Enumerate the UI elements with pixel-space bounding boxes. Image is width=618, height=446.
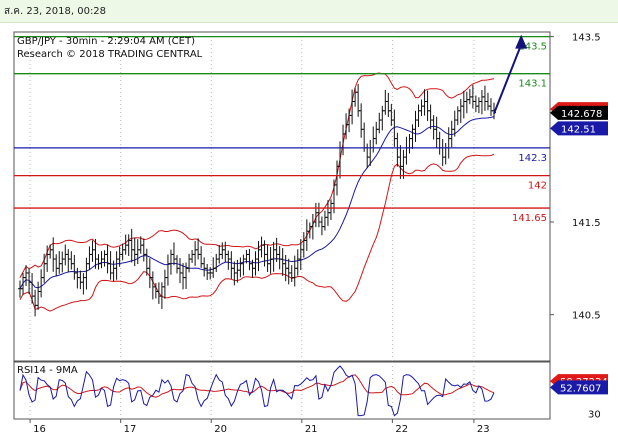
forecast-arrow-head xyxy=(515,34,528,49)
support-resistance-levels: 143.5 143.1 142.3 142 141.65 xyxy=(14,35,550,224)
price-badge-label: 142.51 xyxy=(561,124,596,135)
bollinger-upper xyxy=(19,72,495,278)
timestamp-label: ส.ค. 23, 2018, 00:28 xyxy=(4,6,107,17)
x-tick-label: 17 xyxy=(124,424,137,435)
rsi-ma-line xyxy=(19,374,495,398)
candles xyxy=(18,84,496,317)
y-tick-label: 143.5 xyxy=(572,33,601,44)
chart-title: GBP/JPY - 30min - 2:29:04 AM (CET) xyxy=(17,36,195,47)
price-panel-frame xyxy=(13,31,551,362)
price-badge-shape xyxy=(550,105,608,120)
axes: 161720212223143.5141.5140.5142.718142.67… xyxy=(29,33,608,435)
level-label: 143.5 xyxy=(518,42,547,53)
rsi-tick-label: 30 xyxy=(588,409,601,420)
top-info-bar: ส.ค. 23, 2018, 00:28 xyxy=(0,0,618,23)
x-tick-label: 21 xyxy=(305,424,318,435)
y-tick-label: 141.5 xyxy=(572,218,601,229)
chart-subtitle: Research © 2018 TRADING CENTRAL xyxy=(17,49,203,60)
x-tick-label: 20 xyxy=(214,424,227,435)
price-badge: 142.51 xyxy=(550,121,608,136)
rsi-line xyxy=(19,365,495,417)
level-label: 142 xyxy=(528,181,547,192)
forecast-arrow-shaft xyxy=(493,44,523,114)
x-tick-label: 16 xyxy=(33,424,46,435)
x-tick-label: 22 xyxy=(395,424,408,435)
price-badge: 142.678 xyxy=(550,105,608,120)
x-tick-label: 23 xyxy=(477,424,490,435)
price-badge-shape xyxy=(550,121,608,136)
rsi-lines xyxy=(19,365,495,417)
bollinger-lower xyxy=(19,153,495,312)
rsi-badge: 52.7607 xyxy=(550,380,608,395)
level-label: 143.1 xyxy=(518,79,547,90)
forecast-arrow xyxy=(493,34,528,114)
level-label: 141.65 xyxy=(512,213,547,224)
rsi-badge-shape xyxy=(550,380,608,395)
level-label: 142.3 xyxy=(518,153,547,164)
rsi-label: RSI14 - 9MA xyxy=(17,365,78,376)
price-badge-label: 142.678 xyxy=(561,109,602,120)
y-tick-label: 140.5 xyxy=(572,311,601,322)
rsi-badge-label: 52.7607 xyxy=(560,383,601,394)
